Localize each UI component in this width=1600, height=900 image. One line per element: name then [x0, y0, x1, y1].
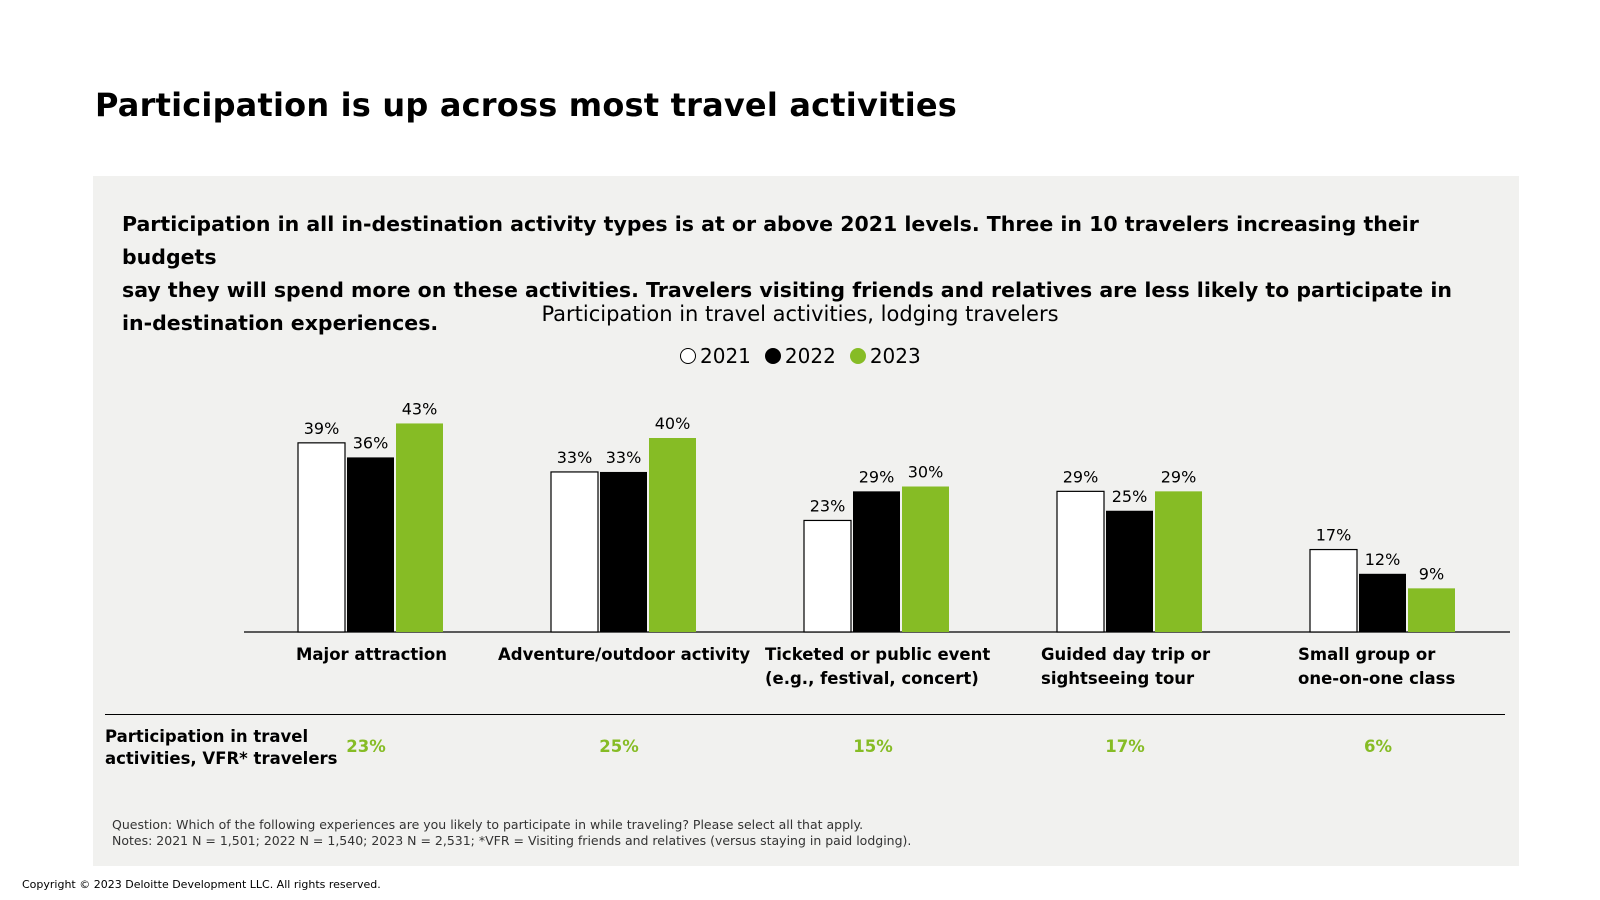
category-label-major-attraction: Major attraction — [296, 643, 447, 667]
vfr-label-line: activities, VFR* travelers — [105, 749, 338, 768]
page-title: Participation is up across most travel a… — [95, 86, 958, 124]
bar-2021-1 — [297, 442, 346, 633]
category-label-line: Adventure/outdoor activity — [498, 645, 751, 664]
vfr-value: 17% — [1105, 737, 1145, 756]
copyright: Copyright © 2023 Deloitte Development LL… — [22, 878, 381, 891]
category-label-ticketed-event: Ticketed or public event (e.g., festival… — [765, 643, 990, 691]
vfr-value: 15% — [853, 737, 893, 756]
legend-item-2022: 2022 — [764, 344, 836, 368]
bar-2023-2 — [649, 438, 696, 632]
intro-line-2: say they will spend more on these activi… — [122, 278, 1452, 302]
intro-text: Participation in all in-destination acti… — [122, 208, 1452, 340]
footnotes: Question: Which of the following experie… — [112, 817, 911, 849]
data-label-2023-2: 40% — [655, 414, 691, 433]
category-label-adventure: Adventure/outdoor activity — [498, 643, 750, 667]
vfr-value: 6% — [1363, 737, 1392, 756]
legend-swatch-2021 — [680, 348, 696, 364]
legend-label-2021: 2021 — [700, 344, 751, 368]
bar-2023-3 — [902, 486, 949, 632]
category-label-line: Major attraction — [296, 645, 448, 664]
category-label-line: (e.g., festival, concert) — [765, 669, 979, 688]
legend-item-2023: 2023 — [849, 344, 921, 368]
chart-title: Participation in travel activities, lodg… — [541, 302, 1059, 326]
data-label-2021-4: 29% — [1063, 467, 1099, 486]
intro-line-1: Participation in all in-destination acti… — [122, 212, 1419, 269]
data-label-2022-1: 36% — [353, 433, 389, 452]
vfr-label-line: Participation in travel — [105, 727, 309, 746]
data-label-2021-3: 23% — [810, 496, 846, 515]
bar-2022-1 — [347, 457, 394, 632]
bar-2021-4 — [1056, 490, 1105, 633]
category-label-line: Guided day trip or — [1041, 645, 1211, 664]
data-label-2021-1: 39% — [304, 419, 340, 438]
data-label-2021-5: 17% — [1316, 526, 1352, 545]
legend-label-2023: 2023 — [869, 344, 921, 368]
bar-2021-5 — [1309, 548, 1358, 633]
chart-legend: 2021 2022 2023 — [680, 344, 935, 368]
vfr-value: 23% — [346, 737, 386, 756]
category-label-line: sightseeing tour — [1041, 669, 1195, 688]
data-label-2022-5: 12% — [1365, 550, 1401, 569]
vfr-value: 25% — [599, 737, 639, 756]
category-label-small-group: Small group or one-on-one class — [1298, 643, 1455, 691]
intro-line-3: in-destination experiences. — [122, 311, 439, 335]
question-note: Question: Which of the following experie… — [112, 817, 864, 832]
bar-2021-2 — [550, 471, 599, 633]
vfr-row-label: Participation in travel activities, VFR*… — [105, 726, 337, 770]
bar-2023-5 — [1408, 588, 1455, 632]
data-label-2022-3: 29% — [859, 467, 895, 486]
bar-2023-1 — [396, 423, 443, 632]
divider-line — [105, 714, 1505, 715]
bar-2022-5 — [1359, 573, 1406, 632]
category-label-guided-trip: Guided day trip or sightseeing tour — [1041, 643, 1210, 691]
bar-2021-3 — [803, 519, 852, 633]
legend-item-2021: 2021 — [680, 344, 751, 368]
legend-swatch-2022 — [764, 348, 781, 364]
bar-2022-3 — [853, 491, 900, 632]
data-label-2023-4: 29% — [1161, 467, 1197, 486]
category-label-line: Small group or — [1298, 645, 1436, 664]
bar-2022-2 — [600, 471, 647, 632]
legend-label-2022: 2022 — [784, 344, 836, 368]
legend-swatch-2023 — [849, 348, 866, 364]
data-label-2023-3: 30% — [908, 463, 944, 482]
data-label-2022-4: 25% — [1112, 487, 1148, 506]
category-label-line: one-on-one class — [1298, 669, 1456, 688]
data-label-2021-2: 33% — [557, 448, 593, 467]
bar-2022-4 — [1106, 510, 1153, 632]
data-label-2023-5: 9% — [1419, 564, 1444, 583]
sample-note: Notes: 2021 N = 1,501; 2022 N = 1,540; 2… — [112, 833, 912, 848]
data-label-2022-2: 33% — [606, 448, 642, 467]
data-label-2023-1: 43% — [402, 399, 438, 418]
bar-2023-4 — [1155, 491, 1202, 632]
category-label-line: Ticketed or public event — [765, 645, 991, 664]
